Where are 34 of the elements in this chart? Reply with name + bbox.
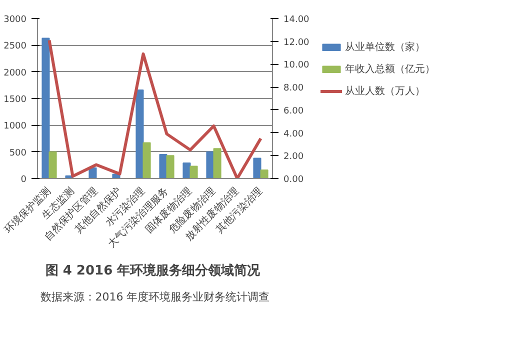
bar	[136, 89, 144, 178]
bar	[42, 38, 50, 178]
y-tick-label: 2500	[4, 42, 27, 52]
line-series	[48, 38, 262, 178]
y-tick-label: 0	[20, 175, 27, 185]
text: 图 4 2016 年环境服务细分领域简况	[45, 262, 262, 278]
legend-label: 年收入总额（亿元）	[345, 62, 435, 76]
y-tick-label: 2000	[4, 68, 27, 78]
bar	[253, 158, 262, 178]
y-tick-label: 3000	[4, 15, 27, 25]
bar	[88, 167, 97, 178]
bar	[48, 151, 57, 178]
y2-tick-label: 14.00	[284, 15, 310, 25]
bar	[142, 142, 151, 178]
y-tick-label: 500	[9, 148, 27, 158]
bar	[166, 155, 174, 178]
y2-tick-label: 2.00	[284, 152, 304, 162]
y2-tick-label: 12.00	[284, 38, 310, 48]
bar	[182, 162, 191, 178]
legend-label: 从业单位数（家）	[345, 40, 425, 54]
y2-tick-label: 8.00	[284, 84, 304, 94]
y2-tick-label: 0.00	[284, 175, 304, 185]
bar	[159, 154, 168, 178]
bar	[213, 148, 222, 178]
y-tick-label: 1000	[4, 122, 27, 132]
source-note: 数据来源：2016 年度环境服务业财务统计调查	[40, 290, 270, 304]
y2-tick-label: 6.00	[284, 106, 304, 116]
bar	[190, 166, 198, 178]
bar	[260, 169, 268, 178]
bar	[206, 151, 214, 178]
y2-tick-label: 10.00	[284, 60, 310, 71]
y2-tick-label: 4.00	[284, 129, 304, 140]
legend-label: 从业人数（万人）	[345, 84, 425, 98]
y-tick-label: 1500	[4, 95, 27, 105]
